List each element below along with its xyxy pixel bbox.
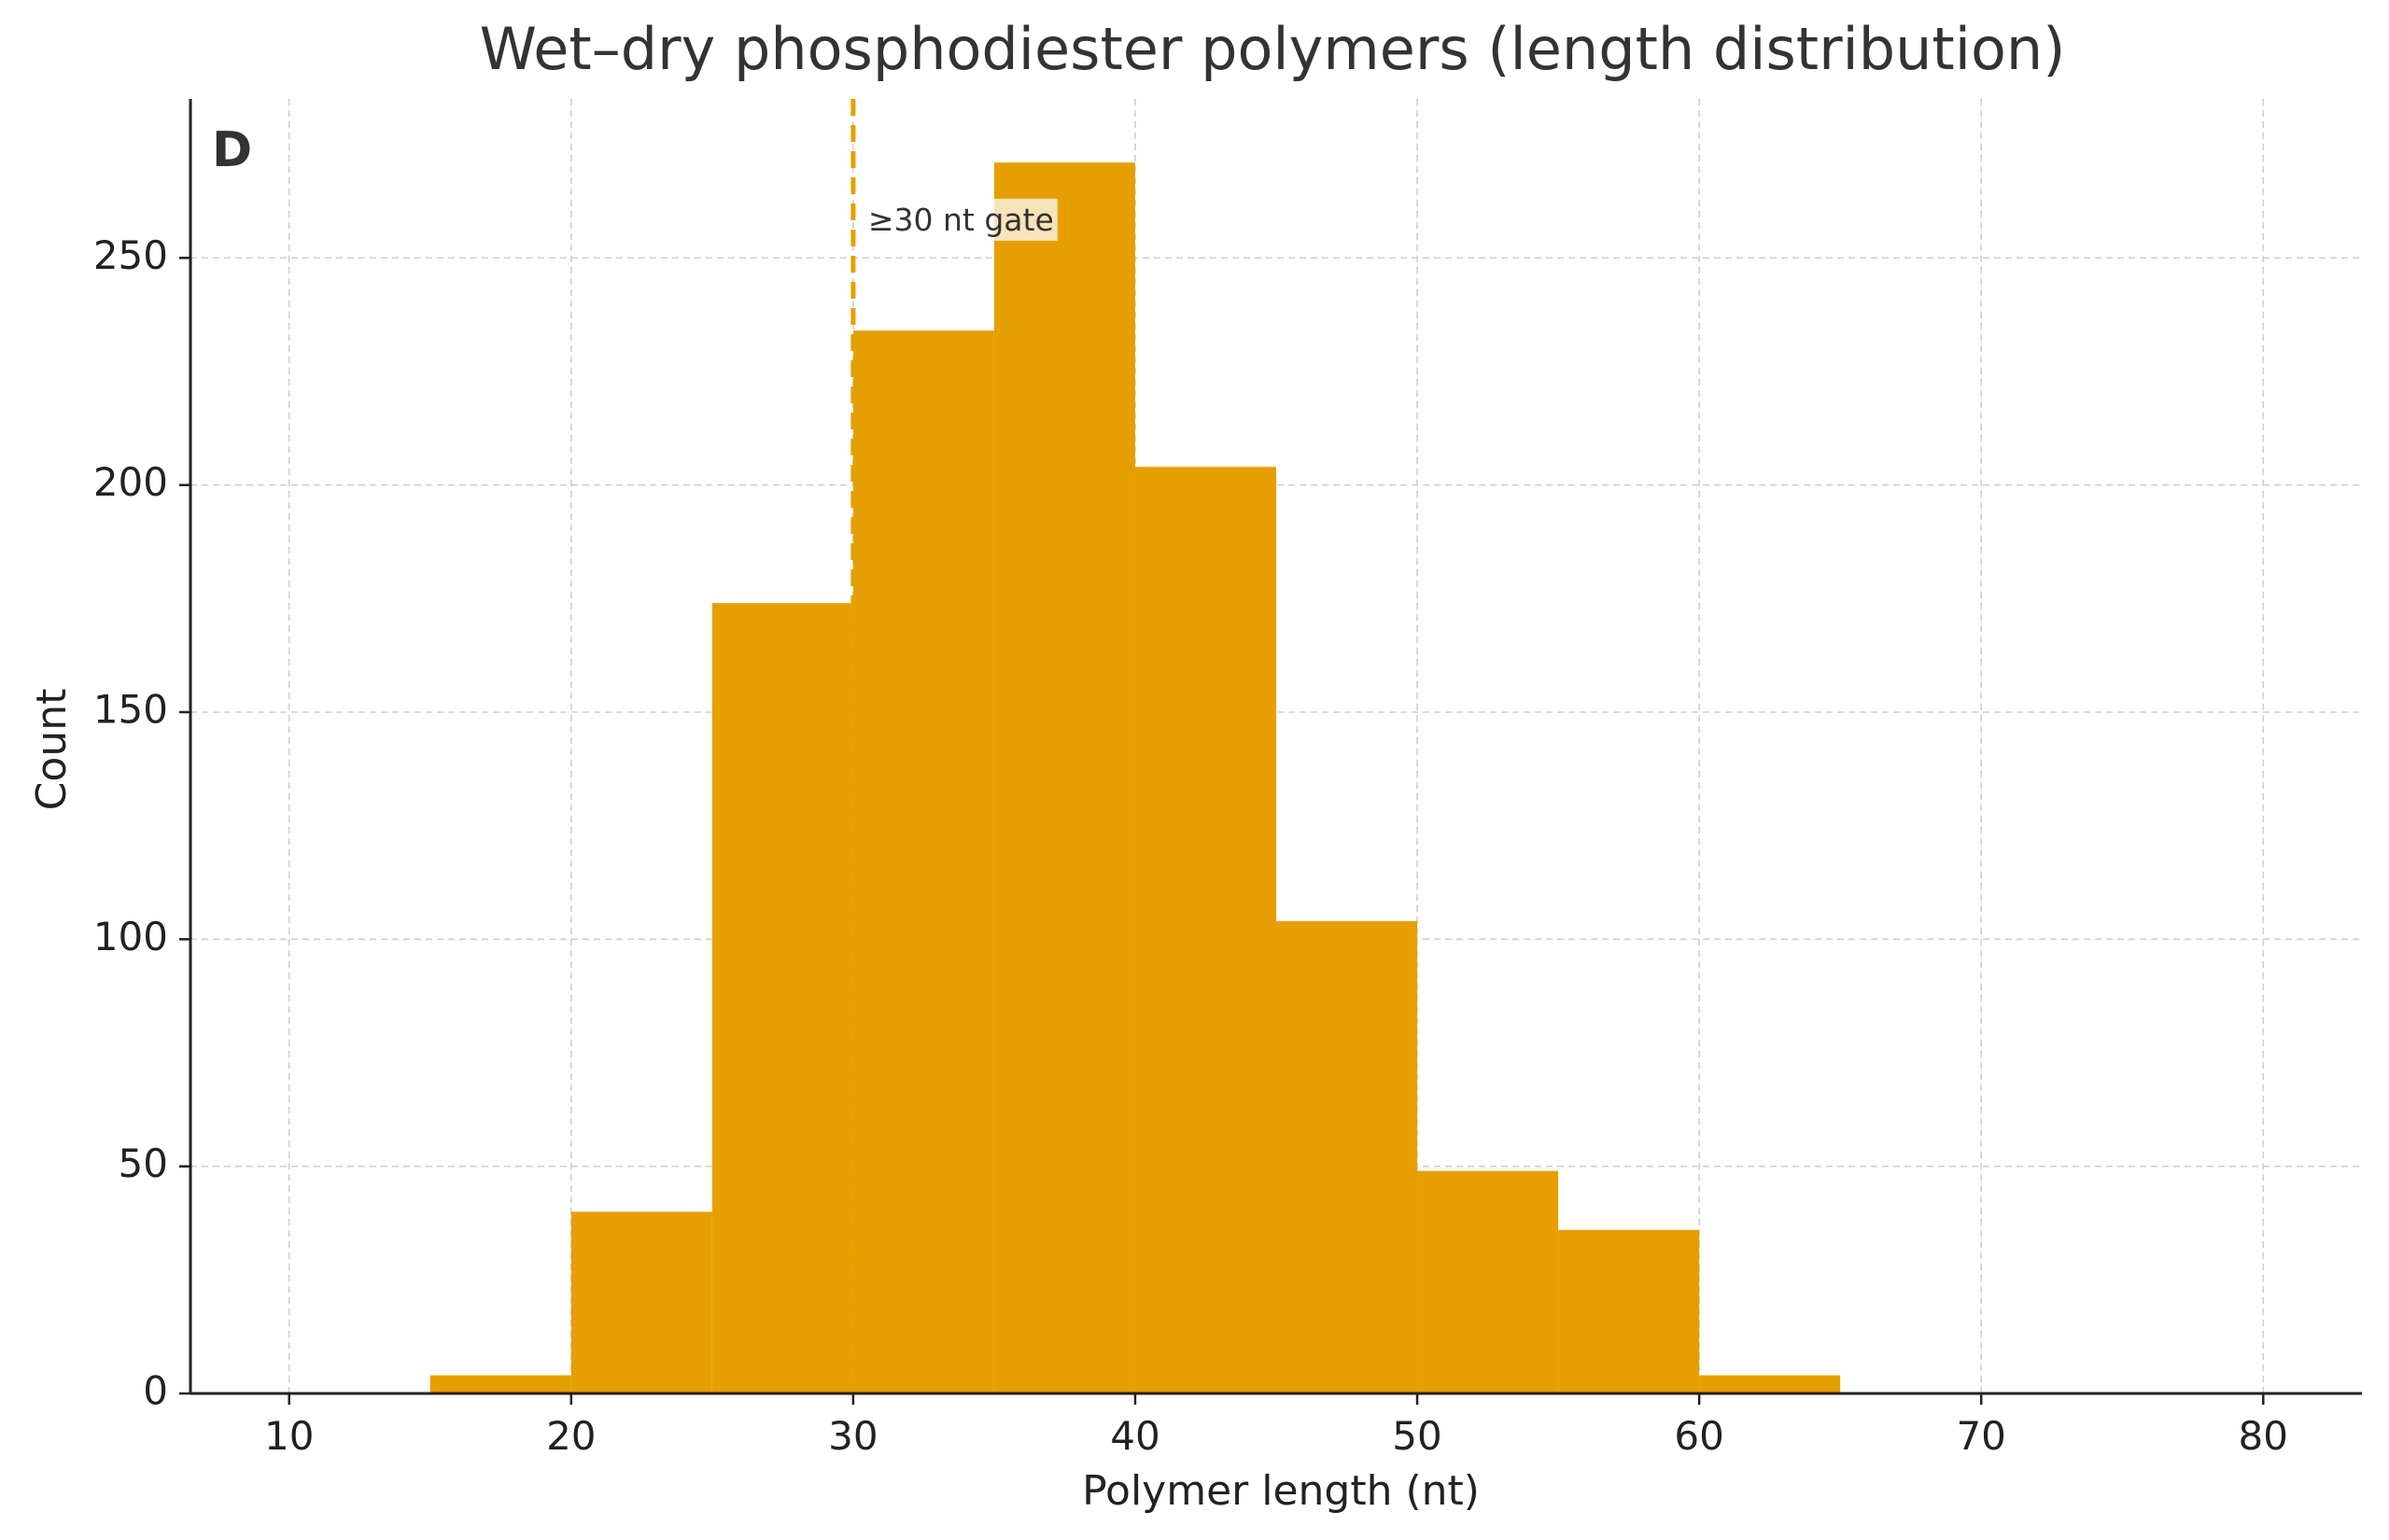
chart-title: Wet–dry phosphodiester polymers (length …	[480, 15, 2066, 83]
y-tick-label: 150	[93, 687, 168, 733]
histogram-bar	[429, 1375, 571, 1393]
threshold-marker: ≥30 nt gate	[850, 99, 1058, 1393]
x-tick-label: 80	[2239, 1413, 2288, 1459]
histogram-bar	[1558, 1229, 1700, 1393]
histogram-bar	[1699, 1375, 1841, 1393]
x-axis-label: Polymer length (nt)	[1082, 1467, 1480, 1515]
y-axis-label: Count	[28, 689, 76, 811]
y-tick-label: 0	[143, 1368, 168, 1414]
tick-labels: 10 20 30 40 50 60 70 80 0 50 100 150 200 250	[93, 232, 2288, 1459]
panel-label: D	[212, 122, 252, 178]
histogram-bar	[993, 162, 1135, 1394]
histogram-bar	[1417, 1170, 1559, 1393]
x-tick-label: 60	[1674, 1413, 1723, 1459]
histogram-bar	[1276, 920, 1418, 1393]
x-tick-label: 40	[1110, 1413, 1159, 1459]
histogram-bar	[852, 330, 994, 1394]
axes	[179, 99, 2362, 1405]
y-tick-label: 250	[93, 232, 168, 278]
histogram-bars	[429, 162, 1841, 1394]
histogram-bar	[1134, 467, 1276, 1393]
x-tick-label: 30	[828, 1413, 878, 1459]
y-tick-label: 200	[93, 459, 168, 505]
y-tick-label: 100	[93, 914, 168, 959]
y-tick-label: 50	[119, 1141, 168, 1186]
x-tick-label: 70	[1956, 1413, 2005, 1459]
x-tick-label: 10	[264, 1413, 314, 1459]
histogram-bar	[711, 603, 853, 1393]
histogram-bar	[570, 1211, 712, 1393]
x-tick-label: 50	[1392, 1413, 1441, 1459]
threshold-label-background	[864, 198, 1058, 241]
x-tick-label: 20	[546, 1413, 596, 1459]
threshold-label: ≥30 nt gate	[868, 202, 1054, 238]
